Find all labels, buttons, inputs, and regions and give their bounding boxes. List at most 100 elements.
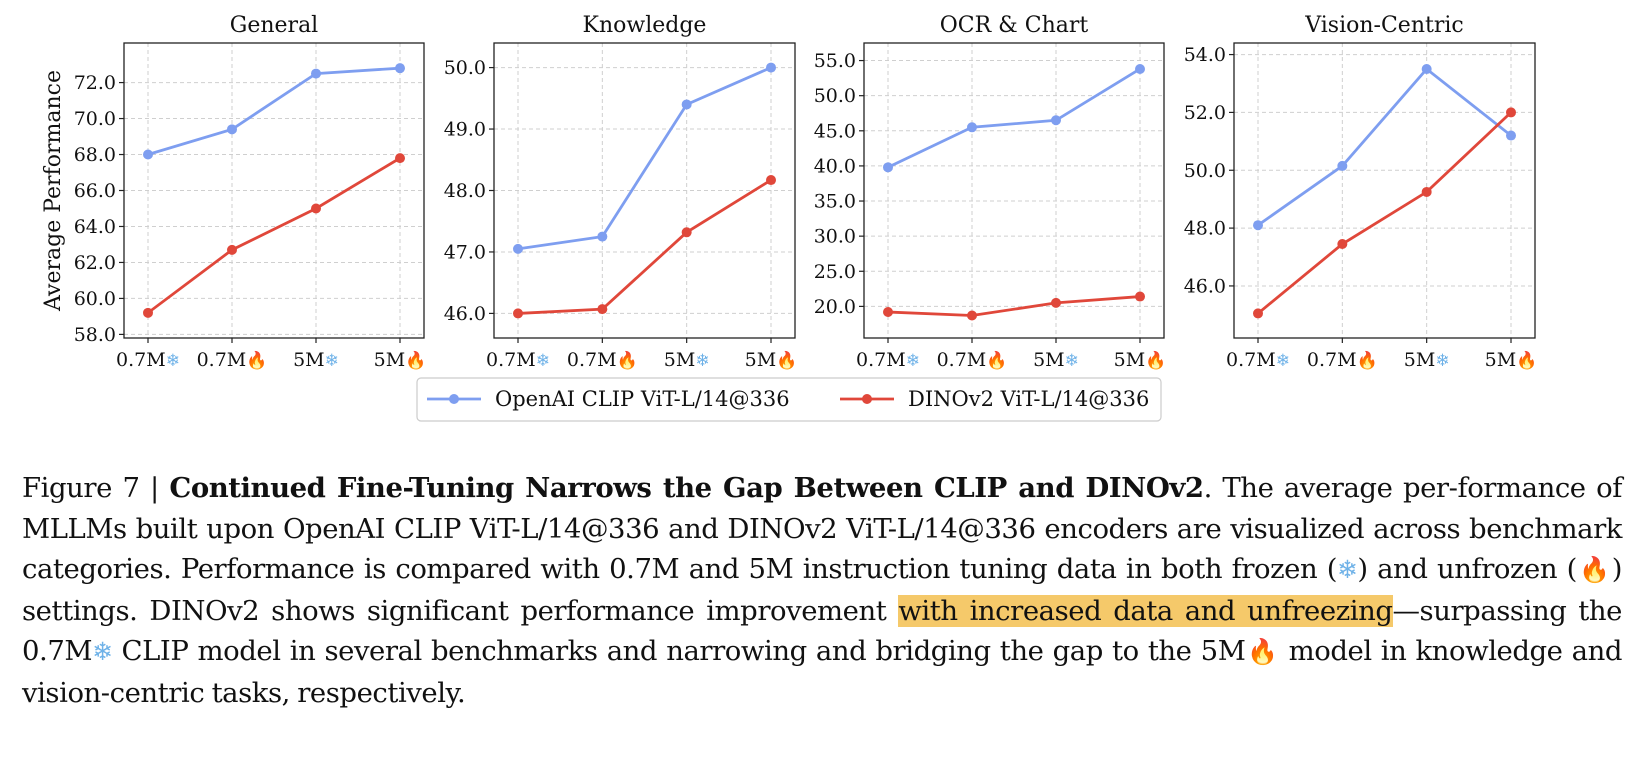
data-point — [227, 124, 237, 135]
data-point — [883, 162, 893, 173]
x-tick-label: 0.7M🔥 — [197, 349, 268, 371]
data-point — [1051, 115, 1061, 126]
x-tick-label: 5M🔥 — [374, 349, 427, 371]
snowflake-icon: ❄ — [92, 637, 113, 666]
y-tick-label: 54.0 — [1184, 44, 1226, 66]
fire-icon: 🔥 — [1576, 555, 1612, 584]
fire-icon: 🔥 — [776, 350, 797, 371]
fire-icon: 🔥 — [1357, 350, 1378, 371]
data-point — [395, 153, 405, 164]
data-point — [1421, 64, 1432, 75]
y-tick-label: 47.0 — [444, 241, 486, 263]
chart-title: OCR & Chart — [940, 13, 1089, 38]
series-line-clip — [1257, 67, 1512, 227]
series-line-clip — [517, 66, 772, 251]
x-tick-label: 0.7M❄ — [856, 349, 920, 371]
data-point — [1253, 220, 1263, 231]
data-point — [1421, 186, 1432, 197]
data-point — [1135, 291, 1145, 302]
data-point — [513, 308, 523, 319]
caption-text-3: ) settings. DINOv2 shows significant per… — [22, 553, 1622, 627]
series-line-dinov2 — [147, 156, 401, 314]
y-tick-label: 49.0 — [444, 119, 486, 141]
x-tick-label: 5M❄ — [664, 349, 710, 371]
data-point — [1337, 239, 1348, 250]
fire-icon: 🔥 — [246, 350, 267, 371]
fire-icon: 🔥 — [1245, 637, 1280, 666]
data-point — [1337, 160, 1348, 171]
caption-label: Figure 7 | — [22, 472, 170, 504]
caption-text-4: —surpassing the 0.7M — [22, 594, 1622, 668]
legend-label: OpenAI CLIP ViT-L/14@336 — [495, 387, 790, 411]
chart-title: General — [230, 13, 318, 38]
data-point — [1253, 308, 1263, 319]
data-point — [311, 68, 321, 79]
x-tick-label: 5M❄ — [1033, 349, 1079, 371]
y-tick-label: 62.0 — [74, 252, 116, 274]
y-tick-label: 52.0 — [1184, 102, 1226, 124]
series-line-dinov2 — [887, 295, 1141, 317]
y-tick-label: 72.0 — [74, 72, 116, 94]
caption-text-5: CLIP model in several benchmarks and nar… — [112, 635, 1246, 667]
plot-frame — [863, 42, 1165, 339]
y-tick-label: 46.0 — [444, 303, 486, 325]
x-tick-label: 0.7M🔥 — [937, 349, 1008, 371]
data-point — [513, 243, 523, 254]
chart-panel-2: 46.0 47.0 48.0 49.0 50.0 0.7M❄ 0.7M🔥 5M❄ 5M🔥 Know… — [444, 13, 798, 371]
x-tick-label: 5M🔥 — [1485, 349, 1538, 371]
fire-icon: 🔥 — [1516, 350, 1537, 371]
chart-panel-3: 20.0 25.0 30.0 35.0 40.0 45.0 50.0 55.0 0.7M❄ 0.7… — [814, 13, 1167, 371]
plot-frame — [1233, 42, 1536, 339]
caption-text-2: ) and unfrozen ( — [1357, 553, 1577, 585]
figure-caption: Figure 7 | Continued Fine-Tuning Narrows… — [22, 468, 1622, 713]
data-point — [681, 227, 692, 238]
data-point — [1135, 63, 1145, 74]
snowflake-icon: ❄ — [1065, 351, 1079, 371]
fire-icon: 🔥 — [617, 350, 638, 371]
data-point — [1051, 297, 1061, 308]
data-point — [1506, 107, 1516, 118]
data-point — [967, 122, 977, 133]
data-point — [597, 304, 608, 315]
fire-icon: 🔥 — [405, 350, 426, 371]
data-point — [143, 149, 153, 160]
x-tick-label: 0.7M❄ — [1226, 349, 1290, 371]
legend: OpenAI CLIP ViT-L/14@336 DINOv2 ViT-L/14@… — [416, 377, 1162, 422]
y-tick-label: 66.0 — [74, 180, 116, 202]
y-tick-label: 50.0 — [1184, 160, 1226, 182]
data-point — [311, 203, 321, 214]
y-tick-label: 55.0 — [814, 50, 856, 72]
y-tick-label: 48.0 — [1184, 218, 1226, 240]
snowflake-icon: ❄ — [325, 351, 339, 371]
y-tick-label: 35.0 — [814, 191, 856, 213]
x-tick-label: 5M🔥 — [745, 349, 798, 371]
y-axis-label: Average Performance — [41, 70, 66, 312]
data-point — [227, 244, 237, 255]
y-tick-label: 68.0 — [74, 144, 116, 166]
data-point — [395, 63, 405, 74]
snowflake-icon: ❄ — [1337, 555, 1358, 584]
fire-icon: 🔥 — [986, 350, 1007, 371]
caption-text-6: model in knowledge and vision-centric ta… — [22, 635, 1622, 709]
snowflake-icon: ❄ — [166, 351, 180, 371]
caption-highlight[interactable]: with increased data and unfreezing — [898, 594, 1393, 627]
x-tick-label: 0.7M❄ — [116, 349, 180, 371]
data-point — [967, 310, 977, 321]
chart-panel-4: 46.0 48.0 50.0 52.0 54.0 0.7M❄ 0.7M🔥 5M❄ 5M🔥 Visi… — [1184, 13, 1538, 371]
snowflake-icon: ❄ — [906, 351, 920, 371]
chart-title: Vision-Centric — [1304, 13, 1463, 38]
y-tick-label: 58.0 — [74, 324, 116, 346]
y-tick-label: 40.0 — [814, 155, 856, 177]
y-tick-label: 70.0 — [74, 108, 116, 130]
y-tick-label: 30.0 — [814, 226, 856, 248]
data-point — [766, 62, 776, 73]
data-point — [597, 231, 608, 242]
snowflake-icon: ❄ — [1435, 351, 1449, 371]
y-tick-label: 20.0 — [814, 296, 856, 318]
y-tick-label: 50.0 — [444, 57, 486, 79]
legend-box — [416, 377, 1162, 422]
data-point — [766, 175, 776, 186]
data-point — [1506, 130, 1516, 141]
series-line-clip — [887, 67, 1141, 169]
x-tick-label: 5M🔥 — [1114, 349, 1167, 371]
